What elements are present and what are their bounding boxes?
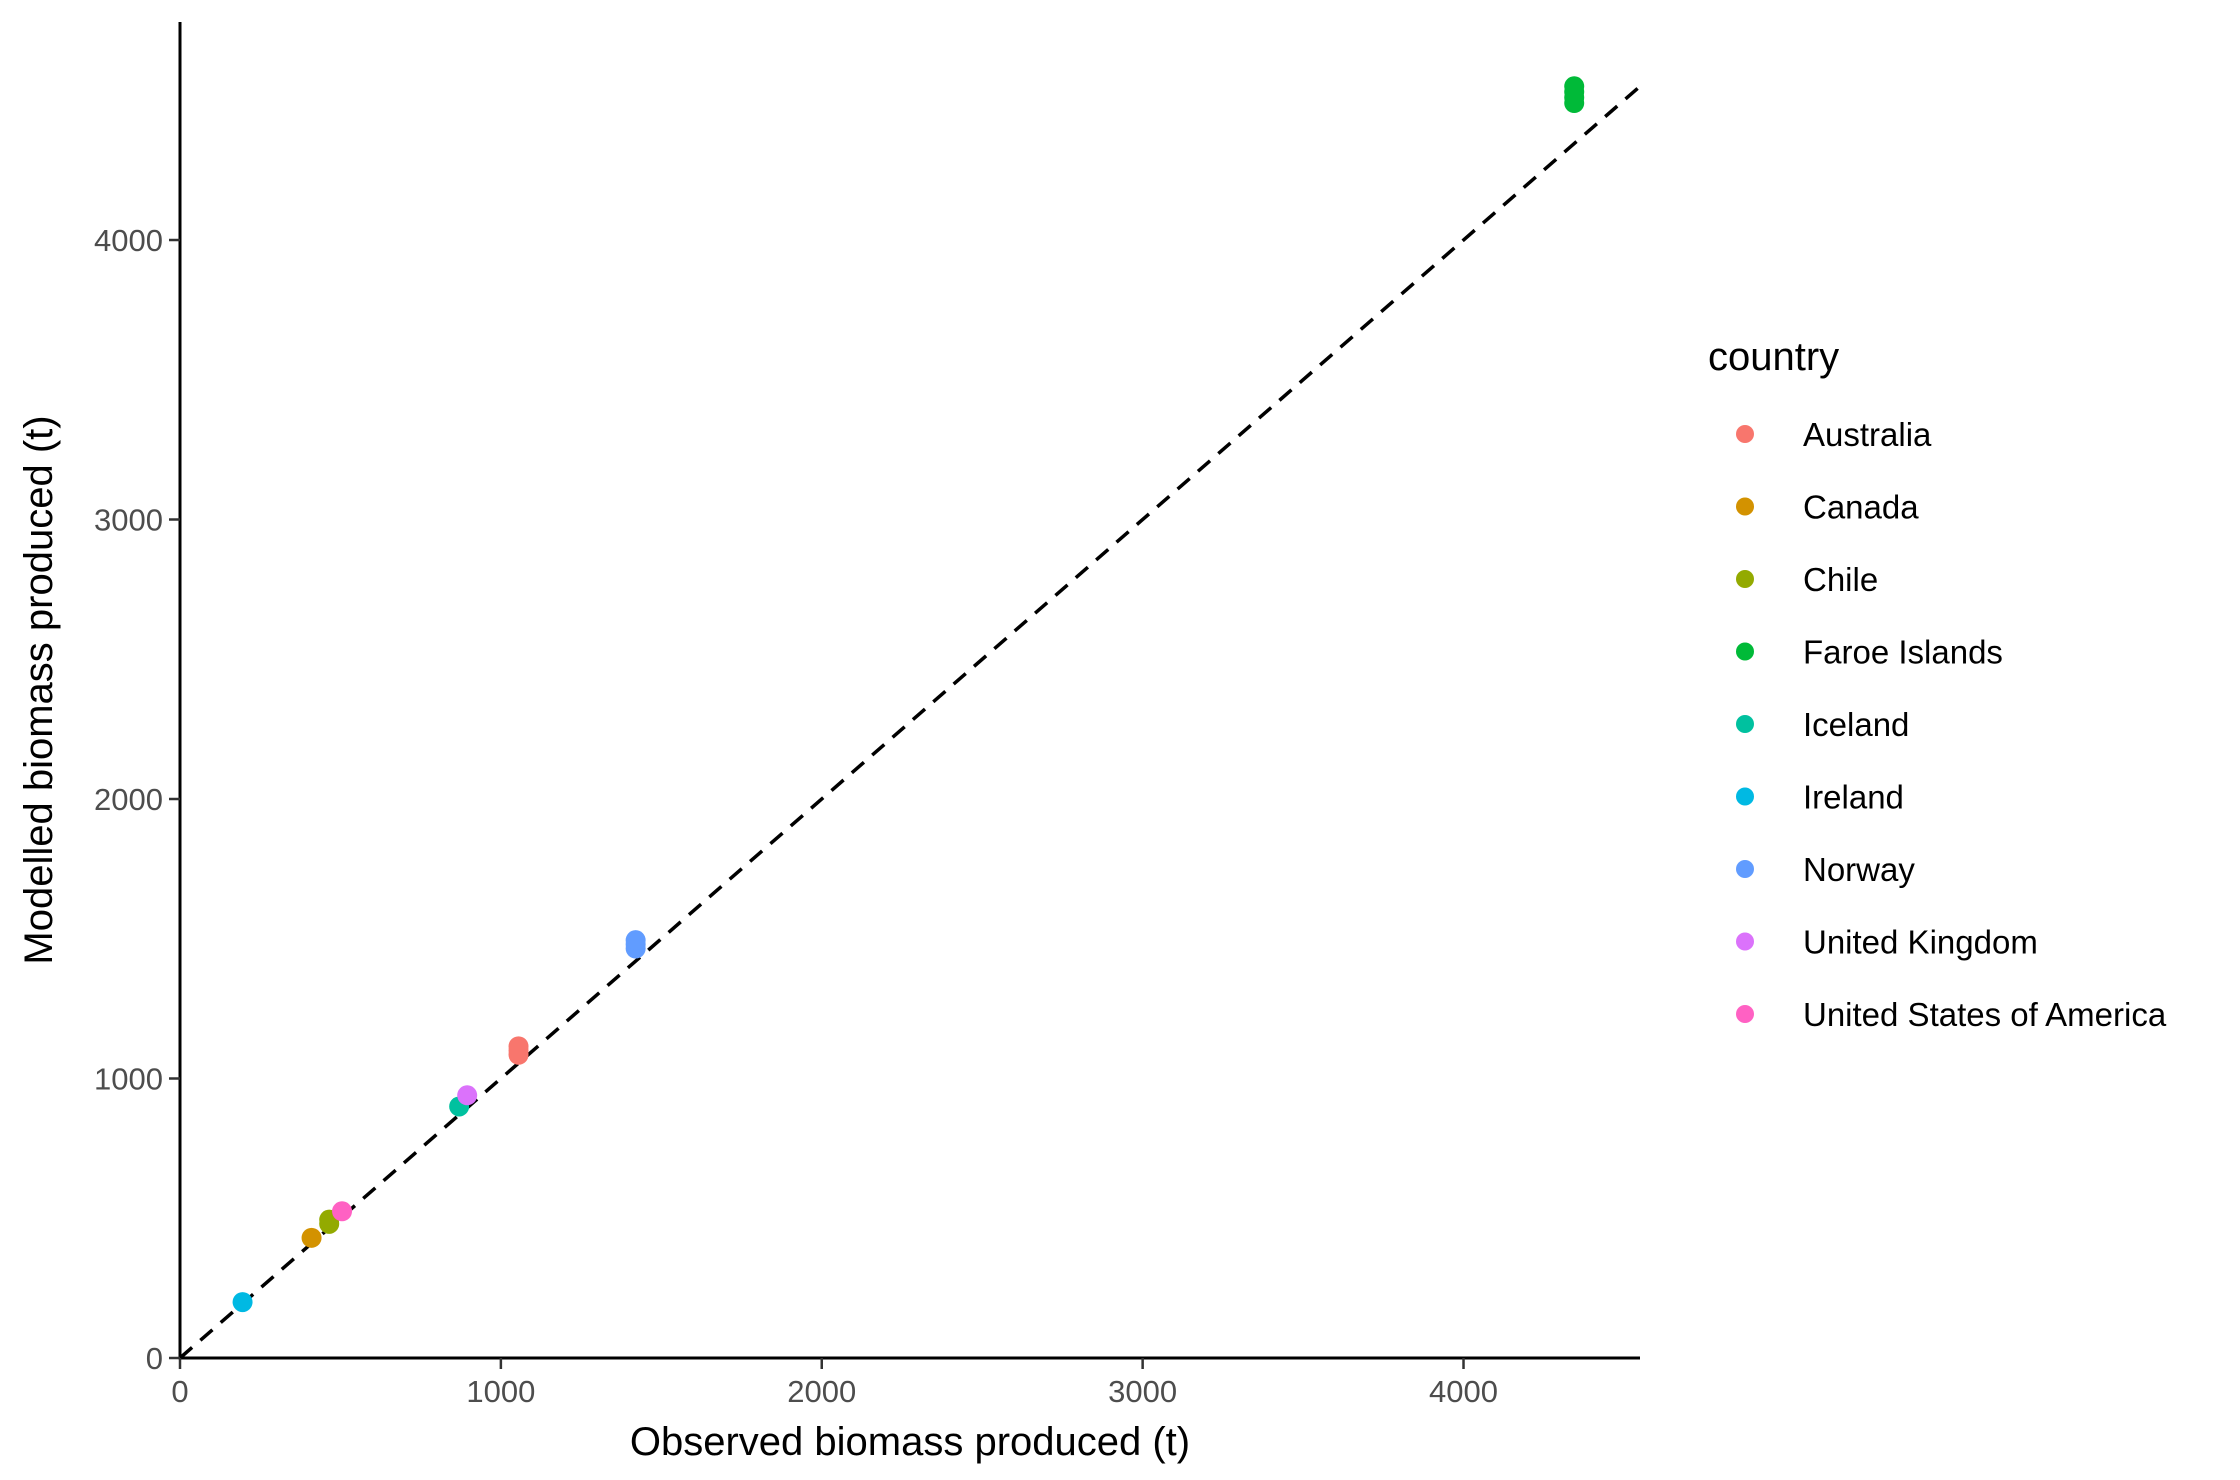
identity-reference-line [178,84,1642,1360]
legend-item: Iceland [1736,706,1909,743]
series-norway [625,930,646,959]
y-tick-label: 4000 [94,223,163,258]
y-tick-label: 2000 [94,782,163,817]
legend-item: United States of America [1736,996,2167,1033]
data-point [625,930,646,951]
data-point [457,1085,478,1106]
data-point [508,1036,529,1057]
legend-label: Faroe Islands [1803,634,2003,671]
legend-title: country [1708,335,1839,379]
legend-item: Norway [1736,851,1915,888]
data-point [1564,76,1585,97]
x-axis-title: Observed biomass produced (t) [630,1420,1190,1464]
legend: country Australia Canada Chile Faroe Island… [1708,335,2167,1033]
legend-item: Australia [1736,416,1932,453]
legend-label: United States of America [1803,996,2167,1033]
x-tick-label: 4000 [1429,1374,1498,1409]
x-tick-label: 3000 [1108,1374,1177,1409]
data-points [232,76,1585,1313]
legend-label: Iceland [1803,706,1909,743]
x-tick-label: 2000 [787,1374,856,1409]
series-canada [301,1227,322,1248]
legend-label: United Kingdom [1803,924,2038,961]
y-tick-label: 0 [146,1341,163,1376]
y-axis-title: Modelled biomass produced (t) [17,415,61,964]
y-tick-label: 1000 [94,1062,163,1097]
legend-key [1736,497,1754,516]
series-united-kingdom [457,1085,478,1106]
legend-key [1736,570,1754,588]
legend-item: United Kingdom [1736,924,2038,961]
legend-item: Ireland [1736,779,1904,816]
legend-label: Norway [1803,851,1915,888]
data-point [332,1201,353,1222]
series-faroe-islands [1564,76,1585,114]
data-point [301,1227,322,1248]
series-united-states-of-america [332,1201,353,1222]
legend-item: Faroe Islands [1736,634,2003,671]
legend-key [1736,715,1754,733]
series-australia [508,1036,529,1065]
legend-key [1736,787,1754,806]
legend-key [1736,1005,1754,1023]
legend-key [1736,425,1754,443]
x-axis-ticks: 0 1000 2000 3000 4000 [171,1358,1498,1409]
legend-items: Australia Canada Chile Faroe Islands Iceland… [1736,416,2167,1033]
legend-item: Canada [1736,489,1919,526]
x-tick-label: 0 [171,1374,188,1409]
x-tick-label: 1000 [466,1374,535,1409]
legend-key [1736,860,1754,878]
legend-key [1736,642,1754,661]
legend-label: Canada [1803,489,1919,526]
legend-key [1736,932,1754,951]
series-ireland [232,1292,253,1313]
legend-label: Chile [1803,561,1878,598]
data-point [232,1292,253,1313]
y-axis-ticks: 0 1000 2000 3000 4000 [94,223,180,1376]
legend-label: Australia [1803,416,1932,453]
legend-label: Ireland [1803,779,1904,816]
legend-item: Chile [1736,561,1878,598]
y-tick-label: 3000 [94,503,163,538]
plot-panel [178,22,1642,1360]
